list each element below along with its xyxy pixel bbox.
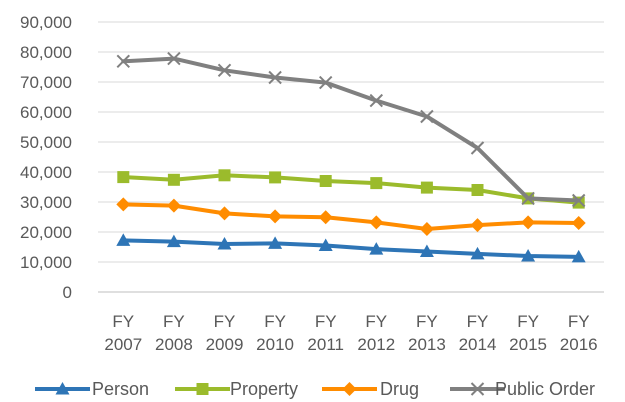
- legend: Person Property Drug Public Order: [35, 379, 595, 399]
- data-point-person: [217, 237, 232, 250]
- legend-item-person: Person: [35, 379, 149, 399]
- series-line-property: [121, 173, 581, 205]
- data-point-public-order: [420, 109, 434, 124]
- y-tick-label: 40,000: [20, 163, 72, 182]
- data-point-person: [521, 249, 536, 262]
- data-point-drug: [217, 206, 232, 221]
- legend-marker: [470, 382, 485, 396]
- y-tick-label: 60,000: [20, 103, 72, 122]
- x-tick-label: FY 2008: [155, 312, 193, 354]
- data-point-drug: [268, 209, 283, 224]
- series-public-order: [116, 51, 586, 208]
- x-tick-label: FY 2014: [459, 312, 497, 354]
- data-point-property: [420, 181, 433, 194]
- data-point-person: [166, 234, 181, 248]
- x-tick-label: FY 2012: [357, 312, 395, 354]
- data-point-public-order: [521, 191, 535, 206]
- legend-item-property: Property: [175, 379, 298, 399]
- data-point-property: [269, 171, 282, 184]
- data-point-drug: [521, 215, 536, 230]
- legend-marker: [55, 382, 70, 395]
- data-point-public-order: [217, 63, 232, 78]
- data-point-person: [571, 249, 586, 263]
- legend-item-drug: Drug: [322, 379, 419, 399]
- series-drug: [116, 197, 586, 236]
- y-tick-label: 80,000: [20, 43, 72, 62]
- series-line-drug: [121, 202, 581, 231]
- data-point-drug: [369, 215, 384, 230]
- x-tick-label: FY 2016: [560, 312, 598, 354]
- data-point-drug: [116, 197, 131, 212]
- x-tick-label: FY 2011: [307, 312, 344, 354]
- series-person: [116, 233, 586, 263]
- y-tick-label: 30,000: [20, 193, 72, 212]
- legend-item-public-order: Public Order: [450, 379, 595, 399]
- x-tick-label: FY 2007: [104, 312, 142, 354]
- x-tick-label: FY 2010: [256, 312, 294, 354]
- legend-marker: [342, 382, 357, 396]
- data-point-drug: [571, 216, 586, 230]
- data-point-public-order: [571, 193, 586, 208]
- series-layer: [116, 51, 586, 263]
- data-point-public-order: [369, 93, 384, 108]
- data-point-public-order: [116, 54, 131, 69]
- gridlines: [98, 21, 604, 293]
- y-axis: 0 10,000 20,000 30,000 40,000 50,000 60,000 70,…: [20, 13, 72, 302]
- data-point-public-order: [318, 75, 333, 90]
- legend-label: Drug: [380, 379, 419, 399]
- y-tick-label: 50,000: [20, 133, 72, 152]
- data-point-person: [318, 238, 333, 251]
- legend-marker: [196, 383, 209, 395]
- series-line-public-order: [121, 56, 581, 203]
- legend-label: Public Order: [495, 379, 595, 399]
- x-tick-label: FY 2015: [509, 312, 547, 354]
- y-tick-label: 0: [63, 283, 72, 302]
- data-point-property: [471, 184, 484, 196]
- series-property: [117, 169, 585, 209]
- data-point-public-order: [470, 141, 485, 155]
- y-tick-label: 90,000: [20, 13, 72, 32]
- data-point-drug: [470, 218, 485, 233]
- legend-label: Person: [92, 379, 149, 399]
- data-point-drug: [419, 222, 434, 236]
- data-point-property: [117, 171, 130, 184]
- series-line-person: [121, 238, 581, 259]
- y-tick-label: 70,000: [20, 73, 72, 92]
- data-point-public-order: [268, 70, 282, 85]
- data-point-property: [319, 175, 332, 187]
- y-tick-label: 20,000: [20, 223, 72, 242]
- data-point-drug: [318, 210, 333, 225]
- data-point-property: [218, 169, 231, 182]
- x-tick-label: FY 2013: [408, 312, 446, 354]
- data-point-person: [470, 246, 485, 260]
- data-point-person: [268, 236, 283, 249]
- data-point-drug: [166, 198, 181, 213]
- data-point-person: [369, 242, 384, 255]
- data-point-person: [116, 233, 131, 246]
- data-point-person: [419, 244, 434, 257]
- data-point-property: [370, 177, 383, 190]
- data-point-property: [167, 173, 180, 186]
- legend-label: Property: [230, 379, 298, 399]
- data-point-public-order: [167, 51, 181, 66]
- x-axis: FY 2007 FY 2008 FY 2009 FY 2010 FY 2011 FY 2012 FY 20…: [104, 312, 597, 354]
- y-tick-label: 10,000: [20, 253, 72, 272]
- x-tick-label: FY 2009: [206, 312, 244, 354]
